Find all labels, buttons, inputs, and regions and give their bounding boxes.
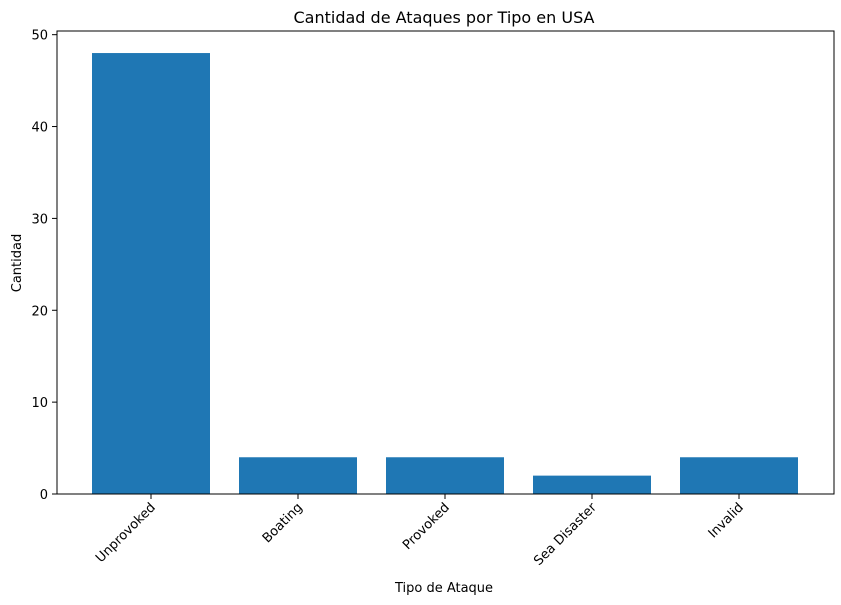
bar-invalid	[680, 457, 798, 494]
y-axis-ticks: 0 10 20 30 40 50	[31, 29, 57, 503]
y-axis-label: Cantidad	[10, 234, 25, 292]
x-tick-label: Provoked	[400, 500, 453, 553]
chart-title: Cantidad de Ataques por Tipo en USA	[294, 8, 595, 27]
x-tick-label: Invalid	[706, 500, 747, 541]
x-tick-label: Unprovoked	[93, 500, 159, 566]
x-tick-label: Sea Disaster	[531, 500, 600, 569]
y-tick-label: 50	[31, 29, 48, 44]
y-tick-label: 20	[31, 304, 48, 319]
bar-unprovoked	[92, 53, 210, 495]
x-axis-label: Tipo de Ataque	[394, 581, 493, 596]
plot-frame	[56, 30, 835, 495]
y-tick-label: 10	[31, 396, 48, 411]
y-tick-label: 0	[40, 488, 48, 503]
bar-boating	[239, 457, 357, 494]
bars-group	[92, 53, 798, 495]
x-tick-label: Boating	[260, 500, 306, 546]
bar-sea-disaster	[533, 475, 651, 494]
y-tick-label: 40	[31, 121, 48, 136]
y-tick-label: 30	[31, 212, 48, 227]
x-axis-ticks: Unprovoked Boating Provoked Sea Disaster Inv…	[93, 494, 747, 569]
bar-provoked	[386, 457, 504, 494]
